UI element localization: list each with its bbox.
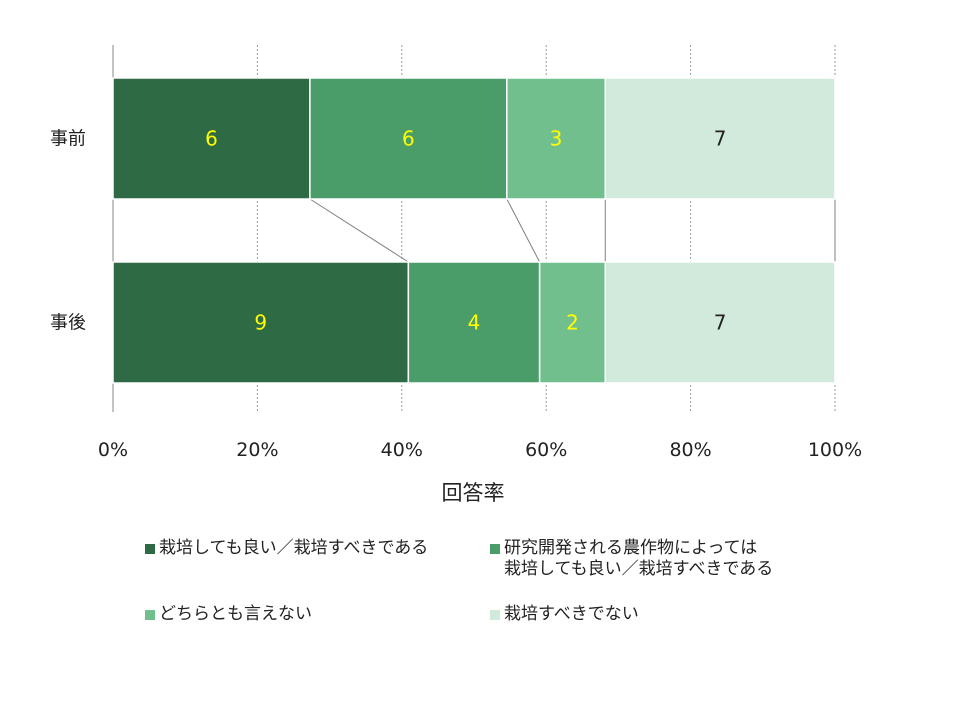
category-label: 事後 <box>50 313 86 334</box>
legend-item: 研究開発される農作物によっては 栽培しても良い／栽培すべきである <box>490 538 830 584</box>
bars: 6 6 3 7 9 4 2 7 <box>112 77 836 384</box>
data-label: 9 <box>254 311 267 335</box>
x-tick-label: 60% <box>525 439 567 461</box>
legend-swatch <box>145 610 155 620</box>
data-label: 4 <box>468 311 481 335</box>
legend-swatch <box>490 610 500 620</box>
series-line <box>309 198 409 263</box>
bar-segment <box>112 261 410 384</box>
series-lines <box>309 198 836 263</box>
data-label: 7 <box>714 127 727 151</box>
legend-label: 栽培すべきでない <box>504 604 639 624</box>
x-tick-label: 0% <box>98 439 128 461</box>
category-label: 事前 <box>50 129 86 150</box>
legend-swatch <box>145 544 155 554</box>
x-tick-labels: 0% 20% 40% 60% 80% 100% <box>98 439 862 461</box>
legend-label: どちらとも言えない <box>159 604 312 624</box>
data-label: 6 <box>205 127 218 151</box>
legend-item: 栽培しても良い／栽培すべきである <box>145 538 485 584</box>
x-tick-label: 20% <box>236 439 278 461</box>
data-label: 2 <box>566 311 579 335</box>
x-tick-label: 100% <box>808 439 862 461</box>
bar-segment <box>407 261 541 384</box>
legend-item: 栽培すべきでない <box>490 604 830 650</box>
bar-segment <box>604 261 836 384</box>
x-axis-title: 回答率 <box>442 481 505 505</box>
x-tick-label: 80% <box>669 439 711 461</box>
data-label: 6 <box>402 127 415 151</box>
legend-label: 栽培しても良い／栽培すべきである <box>159 538 429 558</box>
bar-segment <box>506 77 607 200</box>
bar-segment <box>538 261 607 384</box>
series-line <box>506 198 541 263</box>
legend-swatch <box>490 544 500 554</box>
x-tick-label: 40% <box>381 439 423 461</box>
legend-item: どちらとも言えない <box>145 604 485 650</box>
bar-segment <box>309 77 508 200</box>
data-label: 7 <box>714 311 727 335</box>
bar-segment <box>604 77 836 200</box>
legend-label: 研究開発される農作物によっては 栽培しても良い／栽培すべきである <box>504 538 774 579</box>
bar-segment <box>112 77 311 200</box>
data-label: 3 <box>550 127 563 151</box>
